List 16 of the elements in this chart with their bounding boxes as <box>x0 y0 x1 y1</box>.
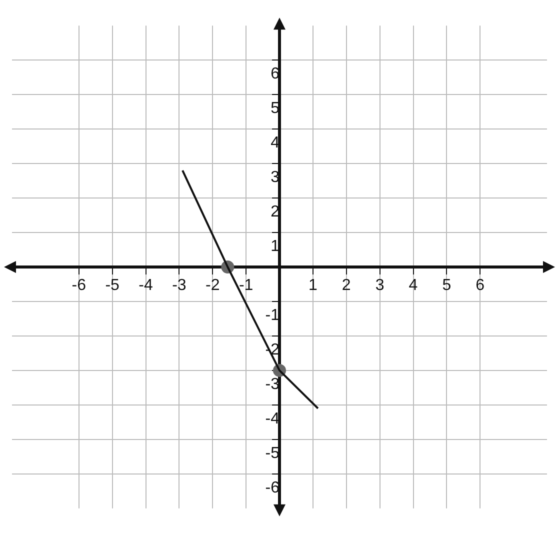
y-tick-label: -4 <box>265 410 280 428</box>
x-tick-label: 4 <box>408 277 418 294</box>
x-tick-label: -5 <box>105 277 120 294</box>
x-tick-label: -1 <box>238 277 254 294</box>
x-tick-label: 1 <box>308 277 318 294</box>
x-tick-label: -2 <box>206 277 220 294</box>
y-tick-label: 1 <box>270 238 280 255</box>
x-tick-label: 6 <box>476 277 485 294</box>
x-tick-label: -6 <box>72 277 86 294</box>
y-tick-label: 4 <box>270 134 280 152</box>
x-tick-label: -4 <box>138 277 153 294</box>
x-tick-label: 2 <box>342 277 351 294</box>
x-tick-label: 5 <box>442 277 452 294</box>
x-tick-label: -3 <box>172 277 186 294</box>
y-tick-label: -1 <box>265 306 280 324</box>
x-tick-label: 3 <box>375 277 384 294</box>
